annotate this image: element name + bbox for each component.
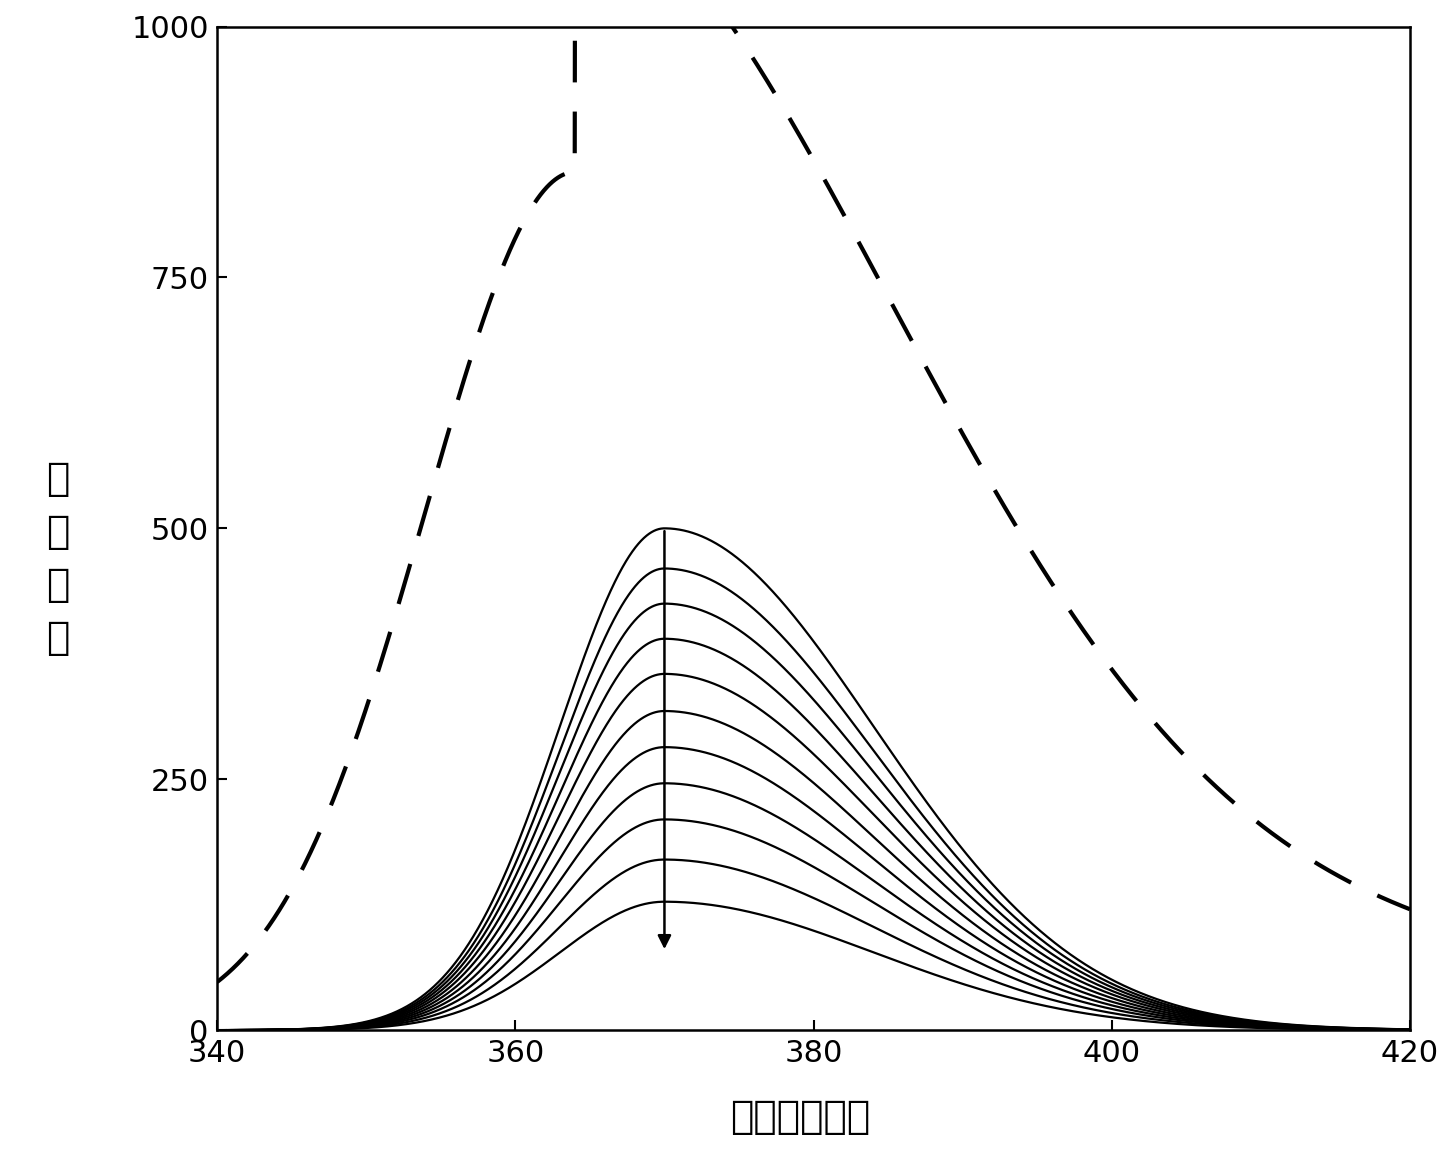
Text: 莧
光
强
度: 莧 光 强 度 (47, 460, 70, 658)
Text: 波长（纳米）: 波长（纳米） (730, 1099, 869, 1136)
